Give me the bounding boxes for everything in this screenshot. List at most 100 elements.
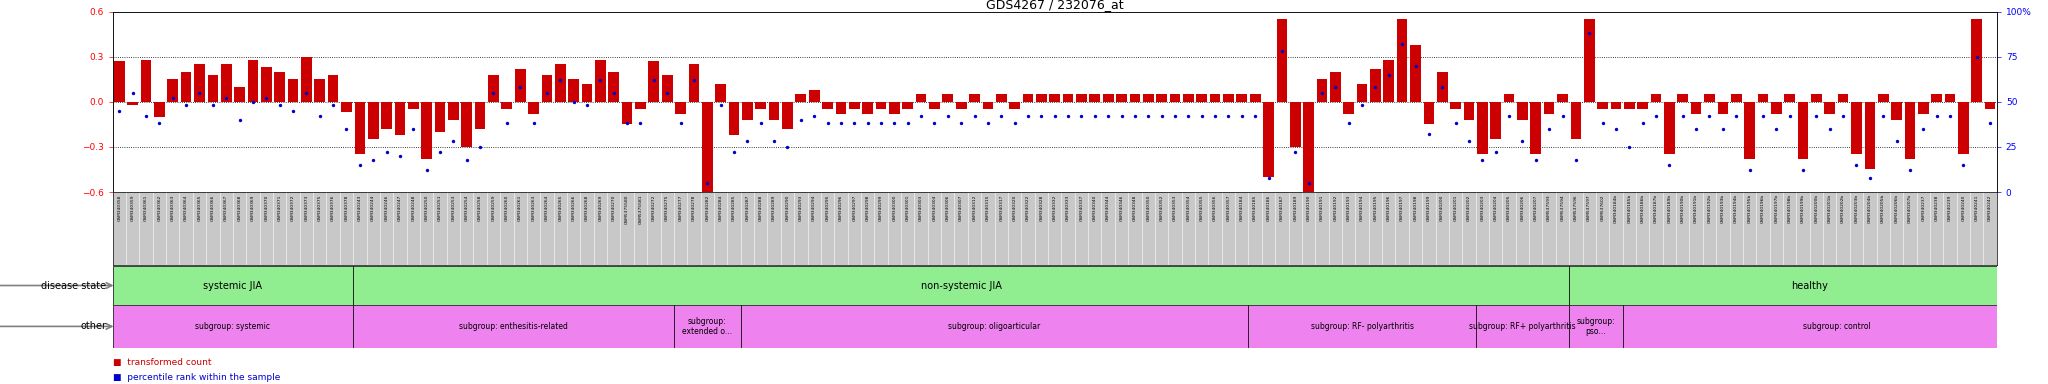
Bar (422, 102, 432, 159)
Point (1225, 113, 1257, 119)
Bar (1116, 94, 1126, 102)
Point (1440, 120, 1473, 126)
Text: GSM340288: GSM340288 (758, 194, 762, 220)
Text: GSM340186: GSM340186 (1266, 194, 1270, 220)
Text: other: other (80, 321, 106, 331)
Bar (395, 102, 406, 135)
Point (1186, 113, 1219, 119)
Point (1653, 162, 1686, 168)
Bar (115, 61, 125, 102)
Point (477, 90, 510, 96)
Bar (1503, 94, 1513, 102)
Point (717, 149, 750, 156)
Text: GSM340195: GSM340195 (1374, 194, 1378, 221)
Bar (1329, 72, 1341, 102)
Bar (1946, 94, 1956, 102)
Point (1251, 174, 1284, 180)
Bar (248, 60, 258, 102)
Bar (662, 74, 672, 102)
Bar (1036, 94, 1047, 102)
Bar (1825, 102, 1835, 114)
Bar (113, 305, 352, 348)
Text: GSM340366: GSM340366 (211, 194, 215, 220)
Point (463, 144, 496, 150)
Point (731, 138, 764, 144)
Bar (1143, 94, 1153, 102)
Bar (301, 56, 311, 102)
Bar (850, 102, 860, 109)
Bar (1757, 94, 1767, 102)
Point (250, 95, 283, 101)
Text: GSM340312: GSM340312 (973, 194, 977, 220)
Point (451, 156, 483, 162)
Point (1667, 113, 1700, 119)
Text: GSM340346: GSM340346 (1120, 194, 1124, 220)
Point (1053, 113, 1085, 119)
Bar (1692, 102, 1702, 114)
Point (1573, 30, 1606, 36)
Text: GSM340270: GSM340270 (612, 194, 616, 220)
Bar (821, 102, 834, 109)
Text: GSM340246: GSM340246 (385, 194, 389, 220)
Text: GSM340296: GSM340296 (840, 194, 844, 220)
Point (1974, 120, 2007, 126)
Point (1399, 63, 1432, 69)
Text: GSM340190b: GSM340190b (1681, 194, 1686, 223)
Point (651, 90, 684, 96)
Bar (1450, 102, 1460, 109)
Text: GSM340193b: GSM340193b (1720, 194, 1724, 223)
Bar (1210, 94, 1221, 102)
Text: GSM340264: GSM340264 (545, 194, 549, 220)
Point (1839, 162, 1872, 168)
Bar (1010, 102, 1020, 109)
Text: GSM340348: GSM340348 (1133, 194, 1137, 220)
Text: GSM340197b: GSM340197b (1774, 194, 1778, 223)
Bar (233, 87, 246, 102)
Text: GSM340265: GSM340265 (559, 194, 563, 221)
Point (223, 117, 256, 123)
Text: GSM340195b: GSM340195b (1747, 194, 1751, 223)
Bar (1169, 94, 1180, 102)
Bar (1464, 102, 1475, 120)
Text: GSM340368: GSM340368 (238, 194, 242, 220)
Bar (168, 79, 178, 102)
Bar (1237, 94, 1247, 102)
Bar (1864, 102, 1876, 169)
Text: GSM340304: GSM340304 (932, 194, 936, 220)
Bar (528, 102, 539, 114)
Text: GSM340352: GSM340352 (1159, 194, 1163, 221)
Point (330, 126, 362, 132)
Point (1278, 149, 1311, 156)
Point (238, 99, 270, 105)
Bar (1102, 94, 1114, 102)
Text: GSM340199: GSM340199 (1427, 194, 1432, 220)
Bar (1890, 102, 1903, 120)
Bar (623, 102, 633, 124)
Point (504, 84, 537, 90)
Bar (449, 102, 459, 120)
Bar (1583, 19, 1595, 102)
Bar (1556, 94, 1569, 102)
Text: GSM340243: GSM340243 (358, 194, 362, 220)
Point (1386, 41, 1419, 47)
Text: GSM340261: GSM340261 (518, 194, 522, 220)
Bar (995, 94, 1008, 102)
Text: GSM340196: GSM340196 (1386, 194, 1391, 220)
Point (1827, 113, 1860, 119)
Text: GSM340240: GSM340240 (1962, 194, 1966, 220)
Bar (1610, 102, 1622, 109)
Point (610, 120, 643, 126)
Bar (328, 74, 338, 102)
Bar (930, 102, 940, 109)
Bar (1157, 94, 1167, 102)
Text: GSM340315: GSM340315 (985, 194, 989, 221)
Bar (408, 102, 418, 109)
Bar (756, 102, 766, 109)
Point (1479, 149, 1511, 156)
Text: GSM340189: GSM340189 (1292, 194, 1296, 220)
Bar (354, 102, 365, 154)
Point (1948, 162, 1980, 168)
Bar (127, 102, 137, 105)
Text: GSM340298: GSM340298 (866, 194, 870, 220)
Text: GSM340277: GSM340277 (678, 194, 682, 220)
